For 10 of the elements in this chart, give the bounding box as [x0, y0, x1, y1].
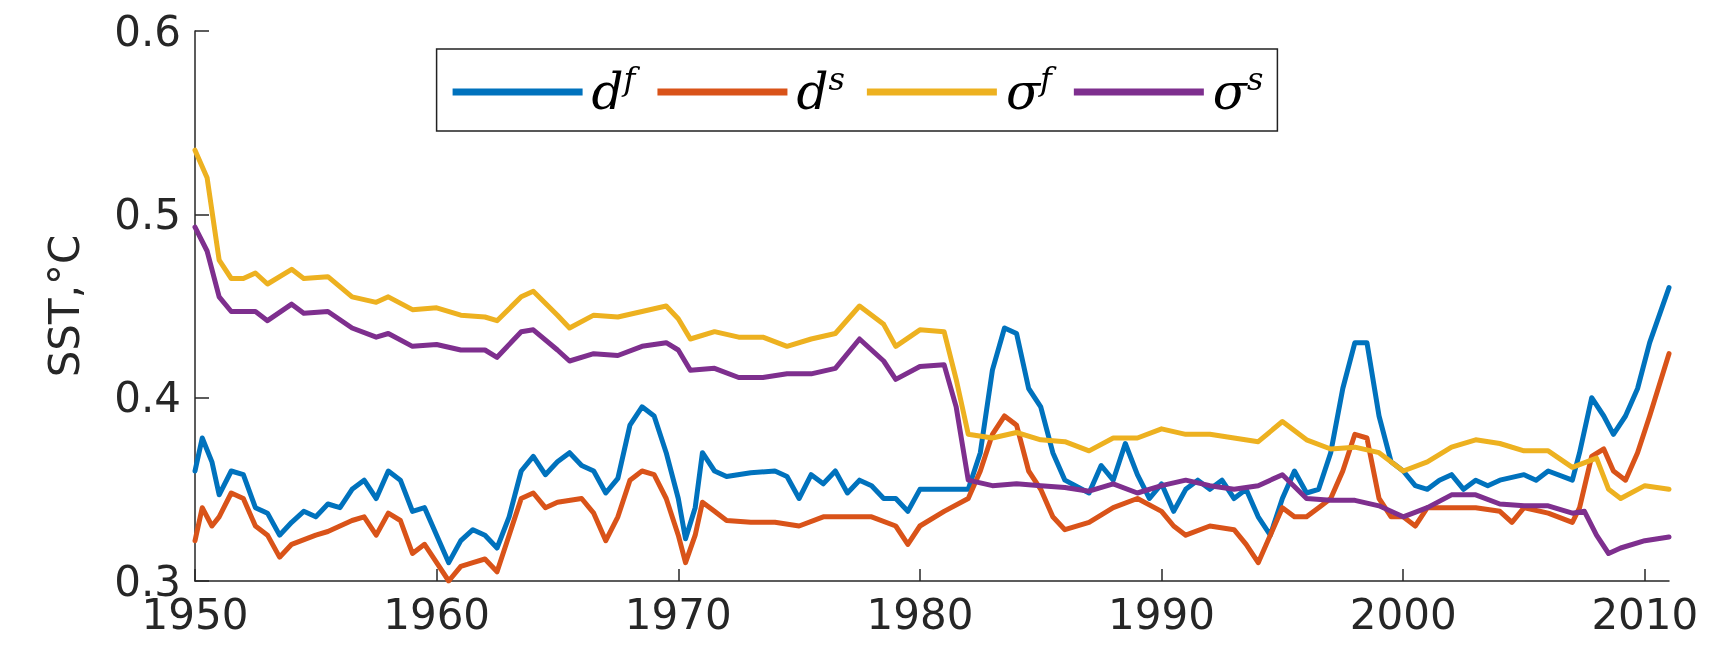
x-tick-label: 1970 — [624, 589, 732, 639]
y-tick-label: 0.4 — [114, 373, 181, 423]
x-tick-label: 1990 — [1108, 589, 1215, 639]
y-axis-title: SST,°C — [39, 234, 89, 378]
x-tick-label: 2000 — [1349, 589, 1457, 639]
y-tick-label: 0.5 — [114, 189, 181, 239]
x-tick-label: 2010 — [1591, 589, 1699, 639]
y-tick-label: 0.6 — [114, 6, 181, 56]
x-tick-label: 1980 — [866, 589, 974, 639]
x-tick-label: 1960 — [383, 589, 491, 639]
